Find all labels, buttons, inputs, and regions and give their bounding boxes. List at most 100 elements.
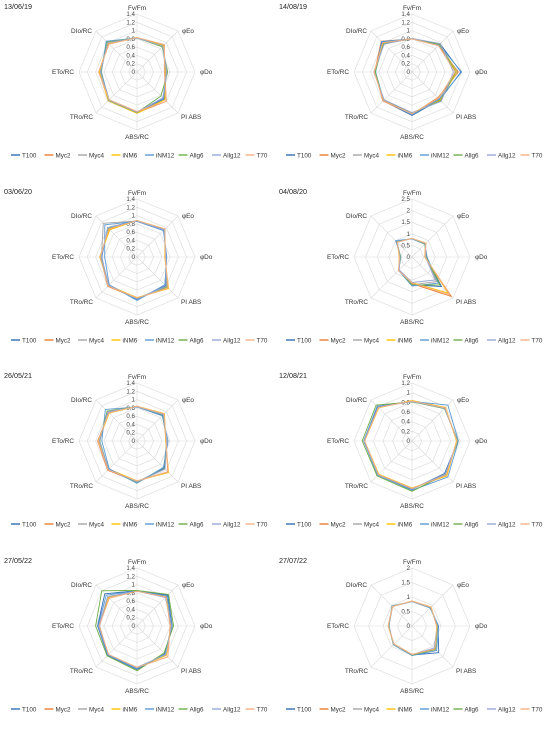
radar-panel-1: 13/06/19 0 0.2 0.4 0.6 0.8 1 1.2 1.4 Fv/Fm φEo φDo P…: [0, 0, 275, 185]
legend-label: T70: [532, 337, 543, 344]
axis-label: DIo/RC: [346, 28, 367, 35]
series-line: [375, 38, 463, 116]
chart-date-title: 04/08/20: [279, 187, 307, 196]
radar-panel-4: 04/08/20 0 0.5 1 1.5 2 2.5 Fv/Fm φEo φDo PI ABS ABS…: [275, 185, 550, 370]
legend-label: T100: [22, 706, 37, 713]
axis-label: Fv/Fm: [128, 5, 146, 12]
radar-spoke: [136, 399, 179, 442]
tick-label: 1: [132, 397, 136, 404]
legend-label: iNM6: [123, 152, 138, 159]
series-line: [97, 589, 173, 669]
axis-label: DIo/RC: [346, 582, 367, 589]
tick-label: 1.4: [126, 196, 135, 203]
radar-spoke: [136, 440, 179, 483]
axis-label: PI ABS: [181, 668, 201, 675]
axis-label: PI ABS: [456, 299, 476, 306]
legend-label: iNM6: [398, 706, 413, 713]
tick-label: 0.5: [401, 242, 410, 249]
axis-label: φEo: [457, 213, 469, 220]
radar-spoke: [136, 256, 179, 298]
tick-label: 1.4: [401, 11, 410, 18]
axis-label: ABS/RC: [125, 503, 149, 510]
axis-label: φEo: [457, 28, 469, 35]
radar-spoke: [95, 71, 138, 114]
legend-label: iNM6: [398, 521, 413, 528]
axis-label: TRo/RC: [345, 483, 368, 490]
radar-spoke: [95, 584, 138, 626]
series-line: [388, 600, 438, 655]
tick-label: 0: [407, 623, 411, 630]
legend-label: Allg6: [190, 152, 204, 159]
axis-label: PI ABS: [456, 668, 476, 675]
series-line: [98, 37, 167, 112]
tick-label: 0.4: [126, 52, 135, 59]
legend-label: T70: [257, 152, 268, 159]
series-line: [364, 400, 458, 489]
radar-spoke: [370, 71, 413, 114]
tick-label: 1.2: [126, 19, 135, 26]
radar-spoke: [136, 71, 179, 114]
radar-chart-svg: 13/06/1900.20.40.60.811.21.4Fv/FmφEoφDoP…: [4, 2, 268, 159]
legend-label: Allg12: [223, 521, 241, 528]
tick-label: 0: [132, 254, 136, 261]
series-line: [98, 590, 171, 668]
axis-label: ABS/RC: [400, 134, 424, 141]
legend-label: iNM12: [156, 706, 175, 713]
radar-chart-svg: 04/08/20 0 0.5 1 1.5 2 2.5Fv/Fm φEo φDo PI ABS ABS…: [279, 187, 543, 344]
legend-label: Myc2: [56, 521, 72, 528]
radar-panel-5: 26/05/21 0 0.2 0.4 0.6 0.8 1 1.2 1.4 Fv/Fm φEo φDo P…: [0, 369, 275, 554]
legend-label: Myc2: [331, 706, 347, 713]
tick-label: 0: [407, 254, 411, 261]
tick-label: 1.4: [126, 380, 135, 387]
series-line: [97, 589, 173, 670]
axis-label: ABS/RC: [125, 688, 149, 695]
series-line: [388, 600, 438, 655]
axis-label: Fv/Fm: [403, 374, 421, 381]
axis-label: PI ABS: [456, 114, 476, 121]
tick-label: 0.6: [401, 409, 410, 416]
legend-label: Allg12: [498, 337, 516, 344]
tick-label: 1.2: [126, 204, 135, 211]
tick-label: 1.4: [126, 11, 135, 18]
radar-spoke: [95, 625, 138, 667]
legend-label: Allg12: [498, 152, 516, 159]
axis-label: φDo: [475, 623, 488, 630]
legend-label: iNM12: [431, 337, 450, 344]
tick-label: 0: [132, 69, 136, 76]
legend-label: Allg6: [190, 337, 204, 344]
tick-label: 0.2: [126, 614, 135, 621]
tick-label: 1.4: [126, 565, 135, 572]
tick-label: 0.6: [126, 598, 135, 605]
tick-label: 0.8: [126, 220, 135, 227]
legend-label: Allg12: [223, 337, 241, 344]
series-line: [361, 401, 459, 492]
tick-label: 1: [132, 28, 136, 35]
axis-label: φDo: [200, 438, 213, 445]
radar-chart-svg: 14/08/1900.20.40.60.811.21.4Fv/FmφEoφDoP…: [279, 2, 543, 159]
axis-label: φDo: [200, 623, 213, 630]
legend-label: T70: [532, 152, 543, 159]
tick-label: 0: [132, 623, 136, 630]
tick-label: 1.5: [401, 579, 410, 586]
axis-label: ABS/RC: [400, 688, 424, 695]
tick-label: 2: [407, 207, 411, 214]
tick-label: 0.2: [126, 430, 135, 437]
axis-label: TRo/RC: [345, 668, 368, 675]
axis-label: TRo/RC: [70, 668, 93, 675]
axis-label: TRo/RC: [70, 483, 93, 490]
axis-label: DIo/RC: [346, 213, 367, 220]
radar-spoke: [370, 215, 413, 257]
legend-label: T100: [22, 152, 37, 159]
legend-label: Allg12: [498, 706, 516, 713]
legend-label: iNM12: [156, 521, 175, 528]
legend-label: Myc4: [89, 152, 105, 159]
series-line: [97, 405, 169, 482]
chart-date-title: 14/08/19: [279, 2, 307, 11]
radar-panel-2: 14/08/19 0 0.2 0.4 0.6 0.8 1 1.2 1.4 Fv/Fm φEo φDo P…: [275, 0, 550, 185]
tick-label: 0.6: [126, 229, 135, 236]
tick-label: 1: [407, 390, 411, 397]
legend-label: Allg6: [190, 521, 204, 528]
legend-label: Myc4: [364, 706, 380, 713]
series-line: [387, 600, 438, 655]
legend-label: Allg12: [498, 521, 516, 528]
